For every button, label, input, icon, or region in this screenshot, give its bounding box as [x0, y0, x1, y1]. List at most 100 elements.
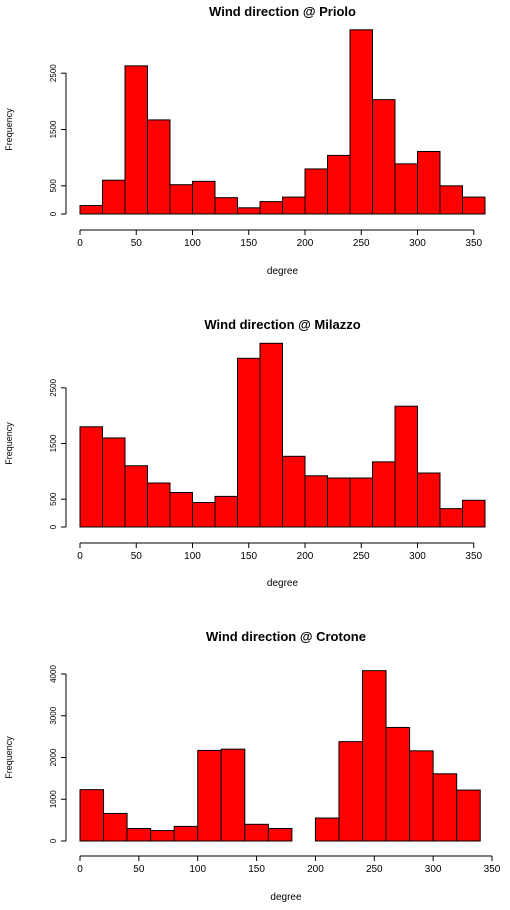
histogram-bar	[362, 670, 387, 842]
chart-title: Wind direction @ Priolo	[209, 4, 356, 19]
y-axis-label: Frequency	[4, 108, 14, 151]
x-tick-label: 150	[248, 864, 265, 875]
x-tick-label: 250	[353, 551, 370, 562]
x-tick-label: 350	[484, 864, 501, 875]
x-tick-label: 200	[307, 864, 324, 875]
y-tick-label: 3000	[49, 706, 58, 724]
y-tick-label: 1000	[49, 790, 58, 808]
histogram-bar	[462, 196, 486, 215]
histogram-bar	[102, 437, 126, 528]
histogram-bar	[349, 29, 373, 215]
x-tick-label: 200	[297, 551, 314, 562]
histogram-bar	[432, 773, 458, 842]
histogram-bar	[192, 502, 216, 528]
histogram-bar	[126, 827, 152, 842]
y-tick-label: 1500	[49, 120, 58, 138]
x-tick-label: 350	[465, 551, 482, 562]
histogram-bar	[79, 789, 105, 842]
histogram-bar	[394, 163, 418, 215]
histogram-bar	[439, 508, 463, 528]
histogram-bar	[192, 180, 216, 215]
histogram-panel-3: Wind direction @ Crotone 0 50 100 150 200 250 3…	[4, 629, 501, 903]
x-tick-label: 250	[353, 238, 370, 249]
y-tick-label: 4000	[49, 665, 58, 683]
histogram-bar	[282, 455, 306, 528]
histogram-bar	[79, 205, 103, 215]
x-tick-label: 150	[240, 238, 257, 249]
histogram-bar	[462, 499, 486, 528]
x-tick-label: 350	[465, 238, 482, 249]
histogram-bar	[173, 825, 199, 842]
x-tick-label: 100	[184, 238, 201, 249]
histogram-bar	[237, 357, 261, 528]
histogram-bar	[372, 99, 396, 215]
x-axis-label: degree	[267, 578, 299, 589]
histogram-bar	[267, 827, 293, 842]
x-tick-label: 300	[409, 238, 426, 249]
histogram-bar	[147, 119, 171, 215]
y-tick-label: 2500	[49, 378, 58, 396]
histogram-bar	[456, 789, 481, 842]
chart-title: Wind direction @ Milazzo	[204, 317, 360, 332]
y-tick-label: 1500	[49, 434, 58, 452]
histogram-bar	[79, 426, 103, 528]
y-axis-label: Frequency	[4, 422, 14, 465]
y-tick-label: 500	[49, 179, 58, 193]
histogram-bar	[417, 150, 441, 215]
histogram-bar	[409, 750, 434, 842]
histogram-bar	[372, 461, 396, 528]
histogram-bar	[214, 197, 238, 215]
x-tick-label: 50	[133, 864, 145, 875]
histogram-bar	[338, 741, 364, 842]
histogram-bar	[237, 207, 261, 215]
x-tick-label: 300	[425, 864, 442, 875]
y-axis-label: Frequency	[4, 736, 14, 779]
histogram-bar	[304, 475, 328, 528]
x-tick-label: 50	[131, 238, 143, 249]
histogram-panel-1: Wind direction @ Priolo 0 50 100 150 200 250 30…	[4, 4, 486, 277]
y-tick-label: 0	[49, 524, 58, 529]
histogram-bar	[349, 477, 373, 528]
y-tick-label: 500	[49, 492, 58, 506]
histogram-bar	[259, 201, 283, 215]
histogram-bar	[259, 342, 283, 528]
x-axis-label: degree	[267, 266, 299, 277]
x-tick-label: 250	[366, 864, 383, 875]
histogram-panel-2: Wind direction @ Milazzo 0 50 100 150 200 250 3…	[4, 317, 486, 589]
x-axis-label: degree	[270, 892, 302, 903]
x-tick-label: 50	[131, 551, 143, 562]
histogram-bar	[169, 184, 193, 215]
histogram-bar	[417, 472, 441, 528]
histogram-bar	[244, 823, 269, 842]
histogram-bar	[385, 726, 411, 842]
y-tick-label: 2500	[49, 64, 58, 82]
x-tick-label: 300	[409, 551, 426, 562]
histogram-bar	[327, 154, 351, 215]
histogram-bar	[147, 482, 171, 528]
histogram-bar	[169, 491, 193, 528]
x-tick-label: 150	[240, 551, 257, 562]
histogram-bar	[304, 168, 328, 215]
y-tick-label: 0	[49, 211, 58, 216]
histogram-bar	[214, 495, 238, 528]
histogram-bar	[220, 748, 246, 842]
histogram-bar	[103, 812, 128, 842]
histogram-bar	[439, 185, 463, 215]
histogram-bar	[282, 196, 306, 215]
histogram-bar	[124, 465, 148, 528]
y-tick-label: 0	[49, 838, 58, 843]
x-tick-label: 0	[77, 551, 83, 562]
x-tick-label: 200	[297, 238, 314, 249]
histogram-bar	[150, 830, 175, 842]
x-tick-label: 100	[184, 551, 201, 562]
histogram-bar	[124, 65, 148, 215]
x-tick-label: 0	[77, 864, 83, 875]
x-tick-label: 100	[189, 864, 206, 875]
x-tick-label: 0	[77, 238, 83, 249]
histogram-bar	[327, 477, 351, 528]
histogram-bar	[197, 749, 222, 842]
chart-title: Wind direction @ Crotone	[206, 629, 366, 644]
y-tick-label: 2000	[49, 748, 58, 766]
histogram-bar	[102, 179, 126, 215]
